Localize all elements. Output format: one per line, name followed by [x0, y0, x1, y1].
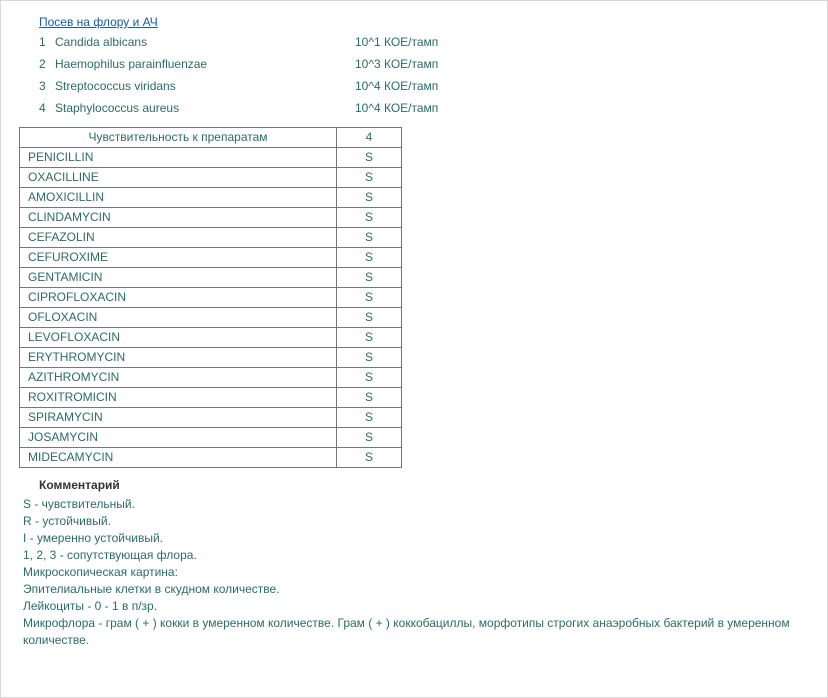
flora-index: 1	[39, 35, 55, 49]
drug-sens: S	[337, 148, 402, 168]
table-row: GENTAMICINS	[20, 268, 402, 288]
drug-name: CEFUROXIME	[20, 248, 337, 268]
table-row: PENICILLINS	[20, 148, 402, 168]
table-row: OXACILLINES	[20, 168, 402, 188]
flora-organism: Haemophilus parainfluenzae	[55, 57, 355, 71]
sensitivity-table: Чувствительность к препаратам 4 PENICILL…	[19, 127, 402, 468]
table-row: ROXITROMICINS	[20, 388, 402, 408]
drug-name: OXACILLINE	[20, 168, 337, 188]
drug-sens: S	[337, 228, 402, 248]
table-row: LEVOFLOXACINS	[20, 328, 402, 348]
drug-name: SPIRAMYCIN	[20, 408, 337, 428]
table-row: OFLOXACINS	[20, 308, 402, 328]
flora-list: 1 Candida albicans 10^1 КОЕ/тамп 2 Haemo…	[17, 35, 811, 123]
flora-value: 10^4 КОЕ/тамп	[355, 79, 438, 93]
drug-name: JOSAMYCIN	[20, 428, 337, 448]
drug-sens: S	[337, 428, 402, 448]
sensitivity-header-name: Чувствительность к препаратам	[20, 128, 337, 148]
drug-sens: S	[337, 188, 402, 208]
comment-line: R - устойчивый.	[23, 513, 811, 530]
drug-name: CLINDAMYCIN	[20, 208, 337, 228]
drug-sens: S	[337, 208, 402, 228]
drug-name: PENICILLIN	[20, 148, 337, 168]
comment-title: Комментарий	[17, 478, 811, 492]
table-row: CLINDAMYCINS	[20, 208, 402, 228]
table-row: CEFUROXIMES	[20, 248, 402, 268]
flora-value: 10^4 КОЕ/тамп	[355, 101, 438, 115]
drug-name: OFLOXACIN	[20, 308, 337, 328]
comment-line: Эпителиальные клетки в скудном количеств…	[23, 581, 811, 598]
drug-name: CIPROFLOXACIN	[20, 288, 337, 308]
table-row: AZITHROMYCINS	[20, 368, 402, 388]
drug-name: CEFAZOLIN	[20, 228, 337, 248]
table-row: CEFAZOLINS	[20, 228, 402, 248]
drug-name: LEVOFLOXACIN	[20, 328, 337, 348]
report-page: Посев на флору и АЧ 1 Candida albicans 1…	[0, 0, 828, 698]
comment-line: 1, 2, 3 - сопутствующая флора.	[23, 547, 811, 564]
comment-line: S - чувствительный.	[23, 496, 811, 513]
drug-sens: S	[337, 448, 402, 468]
comment-line: I - умеренно устойчивый.	[23, 530, 811, 547]
flora-row: 4 Staphylococcus aureus 10^4 КОЕ/тамп	[39, 101, 811, 123]
flora-index: 4	[39, 101, 55, 115]
table-header-row: Чувствительность к препаратам 4	[20, 128, 402, 148]
drug-name: GENTAMICIN	[20, 268, 337, 288]
flora-value: 10^1 КОЕ/тамп	[355, 35, 438, 49]
flora-organism: Streptococcus viridans	[55, 79, 355, 93]
drug-sens: S	[337, 248, 402, 268]
report-title-link[interactable]: Посев на флору и АЧ	[17, 15, 158, 29]
drug-name: ERYTHROMYCIN	[20, 348, 337, 368]
table-row: AMOXICILLINS	[20, 188, 402, 208]
flora-row: 1 Candida albicans 10^1 КОЕ/тамп	[39, 35, 811, 57]
table-row: ERYTHROMYCINS	[20, 348, 402, 368]
flora-row: 3 Streptococcus viridans 10^4 КОЕ/тамп	[39, 79, 811, 101]
flora-row: 2 Haemophilus parainfluenzae 10^3 КОЕ/та…	[39, 57, 811, 79]
table-row: JOSAMYCINS	[20, 428, 402, 448]
drug-sens: S	[337, 408, 402, 428]
flora-organism: Candida albicans	[55, 35, 355, 49]
flora-organism: Staphylococcus aureus	[55, 101, 355, 115]
drug-name: ROXITROMICIN	[20, 388, 337, 408]
drug-sens: S	[337, 328, 402, 348]
flora-index: 2	[39, 57, 55, 71]
drug-sens: S	[337, 388, 402, 408]
table-row: SPIRAMYCINS	[20, 408, 402, 428]
drug-name: AMOXICILLIN	[20, 188, 337, 208]
drug-name: MIDECAMYCIN	[20, 448, 337, 468]
drug-sens: S	[337, 268, 402, 288]
drug-name: AZITHROMYCIN	[20, 368, 337, 388]
comment-line: Лейкоциты - 0 - 1 в п/зр.	[23, 598, 811, 615]
flora-value: 10^3 КОЕ/тамп	[355, 57, 438, 71]
sensitivity-header-col: 4	[337, 128, 402, 148]
flora-index: 3	[39, 79, 55, 93]
drug-sens: S	[337, 308, 402, 328]
comment-line: Микроскопическая картина:	[23, 564, 811, 581]
drug-sens: S	[337, 348, 402, 368]
comment-line: Микрофлора - грам ( + ) кокки в умеренно…	[23, 615, 811, 649]
table-row: CIPROFLOXACINS	[20, 288, 402, 308]
table-row: MIDECAMYCINS	[20, 448, 402, 468]
drug-sens: S	[337, 368, 402, 388]
drug-sens: S	[337, 288, 402, 308]
comment-body: S - чувствительный. R - устойчивый. I - …	[17, 496, 811, 649]
drug-sens: S	[337, 168, 402, 188]
